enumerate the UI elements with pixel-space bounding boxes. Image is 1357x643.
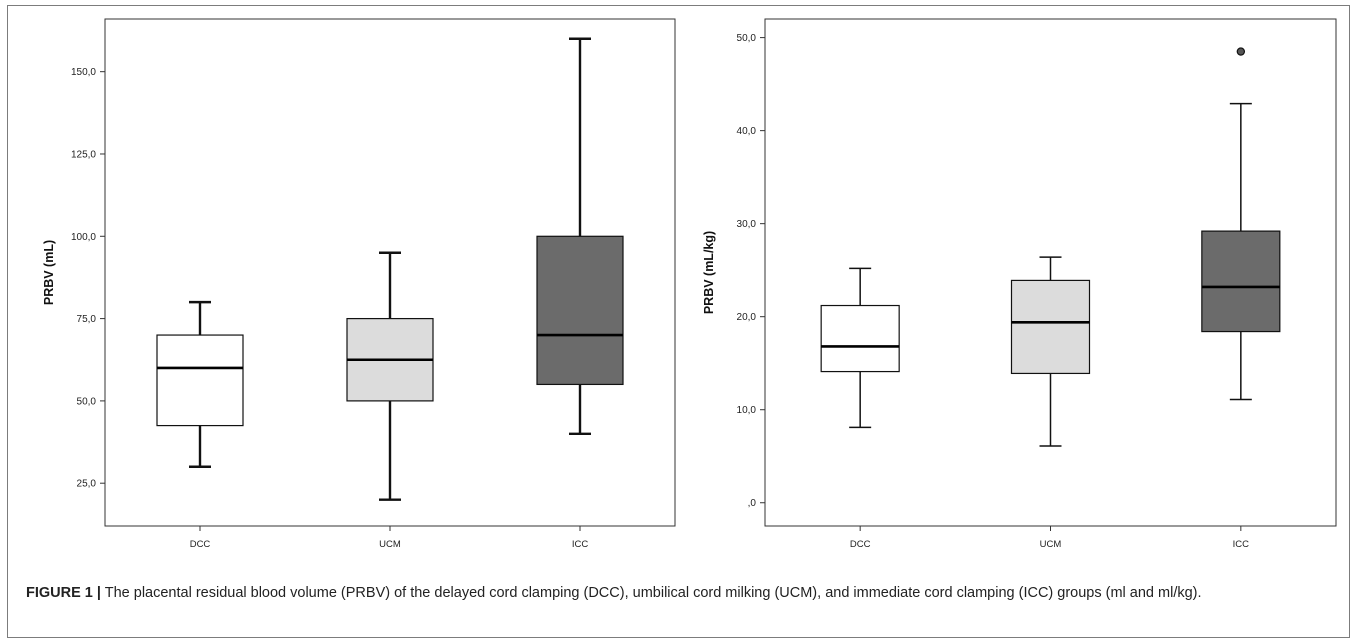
box-dcc [156, 300, 244, 468]
y-tick-label: 40,0 [737, 126, 757, 137]
y-axis-label: PRBV (mL) [42, 240, 56, 305]
y-tick-label: 150,0 [71, 67, 96, 78]
x-tick-label: UCM [379, 539, 401, 550]
x-tick-label: ICC [572, 539, 589, 550]
box-icc [1201, 47, 1281, 401]
x-tick-label: DCC [190, 539, 211, 550]
y-tick-label: 50,0 [77, 396, 97, 407]
box-iqr [156, 334, 244, 427]
x-tick-label: ICC [1233, 539, 1250, 550]
y-tick-label: ,0 [748, 498, 757, 509]
box-iqr [536, 235, 624, 386]
box-ucm [1010, 256, 1091, 447]
box-iqr [1201, 230, 1281, 333]
y-tick-label: 100,0 [71, 232, 96, 243]
y-tick-label: 75,0 [77, 314, 97, 325]
x-tick-label: UCM [1040, 539, 1062, 550]
y-tick-label: 50,0 [737, 33, 757, 44]
y-tick-label: 25,0 [77, 479, 97, 490]
y-tick-label: 125,0 [71, 149, 96, 160]
box-iqr [820, 304, 900, 373]
outlier-point [1236, 47, 1246, 56]
chart-prbv-ml: 25,0 50,0 75,0 100,0 125,0 150,0 PRBV (mL) DCC U… [42, 18, 676, 550]
chart-prbv-ml-per-kg: ,0 10,0 20,0 30,0 40,0 50,0 PRBV (mL/kg) DCC UCM… [702, 18, 1337, 550]
figure-caption-text: The placental residual blood volume (PRB… [104, 585, 1202, 601]
y-axis-label: PRBV (mL/kg) [702, 231, 716, 314]
box-icc [536, 37, 624, 436]
figure-caption: FIGURE 1 | The placental residual blood … [26, 583, 1326, 604]
box-ucm [346, 251, 434, 501]
box-iqr [1010, 279, 1091, 375]
x-tick-label: DCC [850, 539, 871, 550]
figure-caption-label: FIGURE 1 | [26, 585, 101, 601]
y-tick-label: 30,0 [737, 219, 757, 230]
y-tick-label: 20,0 [737, 312, 757, 323]
box-dcc [820, 267, 900, 429]
y-tick-label: 10,0 [737, 405, 757, 416]
